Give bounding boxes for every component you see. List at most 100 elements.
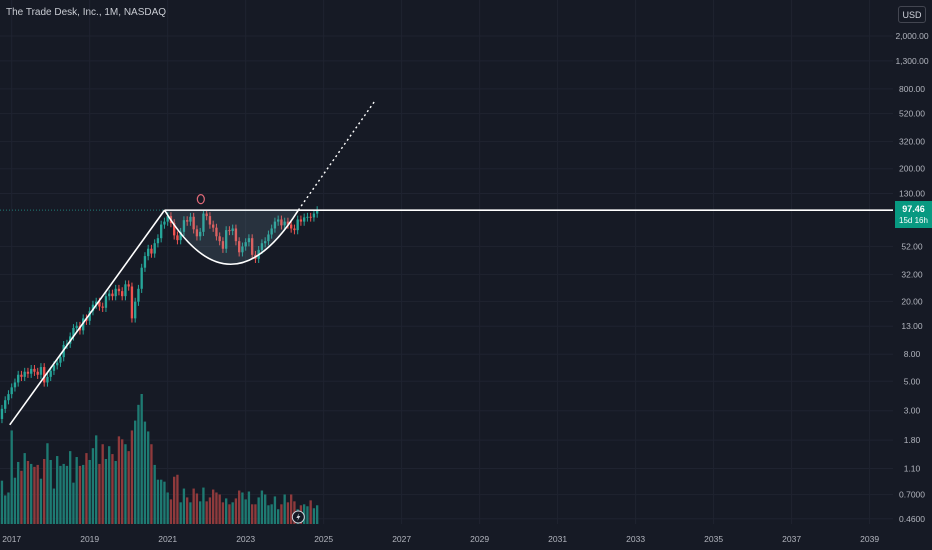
y-tick-label: 3.00 bbox=[904, 406, 921, 416]
volume-bar bbox=[10, 430, 13, 524]
candle-body bbox=[260, 243, 264, 250]
volume-bar bbox=[65, 465, 69, 524]
candle-body bbox=[26, 371, 30, 374]
volume-bar bbox=[36, 464, 39, 524]
volume-bar bbox=[82, 464, 85, 524]
x-tick-label: 2017 bbox=[2, 534, 21, 544]
candle-body bbox=[127, 284, 130, 287]
volume-bar bbox=[234, 498, 238, 524]
candle-body bbox=[182, 220, 186, 232]
y-tick-label: 800.00 bbox=[899, 84, 925, 94]
volume-bar bbox=[137, 404, 140, 524]
volume-bar bbox=[280, 504, 283, 524]
volume-bar bbox=[163, 481, 166, 524]
volume-bar bbox=[179, 502, 182, 524]
volume-bar bbox=[215, 492, 218, 524]
time-axis[interactable]: 2017 2019 2021 2023 2025 2027 2029 2031 2033 2035… bbox=[2, 534, 879, 544]
volume-bar bbox=[62, 463, 65, 524]
y-tick-label: 1,300.00 bbox=[895, 56, 928, 66]
y-tick-label: 8.00 bbox=[904, 349, 921, 359]
candle-body bbox=[202, 213, 205, 232]
y-tick-label: 20.00 bbox=[901, 296, 923, 306]
high-marker bbox=[196, 194, 205, 205]
candle-body bbox=[147, 248, 150, 257]
candle-body bbox=[104, 296, 108, 308]
volume-bar bbox=[143, 421, 147, 524]
candle-body bbox=[163, 221, 166, 225]
volume-bar bbox=[4, 495, 7, 524]
candle-body bbox=[36, 371, 39, 375]
currency-button[interactable]: USD bbox=[898, 6, 926, 23]
candle-body bbox=[289, 224, 293, 229]
volume-bar bbox=[127, 451, 130, 524]
candle-body bbox=[114, 288, 117, 297]
candle-body bbox=[280, 219, 283, 226]
candle-body bbox=[234, 228, 238, 242]
volume-bar bbox=[169, 499, 173, 524]
candle-body bbox=[309, 216, 312, 218]
volume-bar bbox=[46, 443, 49, 524]
volume-bar bbox=[121, 439, 124, 524]
candle-body bbox=[4, 400, 7, 409]
candle-body bbox=[56, 362, 59, 366]
volume-bar bbox=[78, 465, 82, 524]
y-tick-label: 0.4600 bbox=[899, 514, 925, 524]
candle-body bbox=[186, 220, 189, 222]
candle-body bbox=[179, 231, 182, 241]
y-tick-label: 5.00 bbox=[904, 376, 921, 386]
volume-bar bbox=[208, 497, 212, 524]
candle-body bbox=[52, 365, 56, 371]
candle-body bbox=[75, 325, 78, 329]
candle-body bbox=[124, 284, 127, 297]
volume-bar bbox=[134, 420, 137, 524]
x-tick-label: 2019 bbox=[80, 534, 99, 544]
candle-body bbox=[221, 241, 225, 249]
candle-body bbox=[199, 231, 202, 237]
volume-bar bbox=[186, 497, 189, 524]
y-tick-label: 52.00 bbox=[901, 241, 923, 251]
volume-bar bbox=[43, 459, 46, 524]
volume-bar bbox=[117, 436, 121, 524]
candle-body bbox=[10, 387, 13, 395]
volume-bar bbox=[306, 506, 309, 524]
y-tick-label: 320.00 bbox=[899, 137, 925, 147]
volume-bar bbox=[254, 504, 257, 524]
bar-countdown: 15d 16h bbox=[899, 216, 928, 225]
candle-body bbox=[13, 382, 17, 388]
volume-bar bbox=[130, 430, 134, 524]
volume-bar bbox=[238, 490, 241, 524]
candle-body bbox=[140, 267, 143, 289]
candle-body bbox=[98, 301, 101, 307]
candle-body bbox=[23, 371, 26, 377]
price-axis[interactable]: 2,000.00 1,300.00 800.00 520.00 320.00 200.00… bbox=[895, 31, 928, 524]
cup-arc[interactable] bbox=[163, 209, 299, 265]
candle-body bbox=[176, 235, 179, 241]
chart-drawings[interactable] bbox=[0, 101, 893, 524]
last-price-value: 97.46 bbox=[902, 204, 925, 214]
volume-bar bbox=[108, 446, 111, 524]
volume-bar bbox=[124, 444, 127, 524]
trend-line[interactable] bbox=[9, 209, 166, 426]
volume-bar bbox=[289, 494, 293, 524]
candle-body bbox=[46, 376, 49, 383]
volume-bar bbox=[30, 463, 33, 524]
y-tick-label: 2,000.00 bbox=[895, 31, 928, 41]
lightning-bolt-glyph bbox=[296, 513, 301, 521]
volume-bar bbox=[166, 492, 169, 524]
volume-bar bbox=[218, 494, 221, 524]
candle-body bbox=[273, 221, 277, 229]
volume-bar bbox=[59, 465, 62, 524]
volume-bar bbox=[26, 460, 30, 524]
candle-body bbox=[247, 238, 251, 243]
y-tick-label: 130.00 bbox=[899, 189, 925, 199]
volume-bar bbox=[195, 493, 199, 524]
candle-body bbox=[59, 357, 62, 363]
y-tick-label: 0.7000 bbox=[899, 490, 925, 500]
candle-body bbox=[130, 286, 134, 319]
volume-bar bbox=[251, 504, 254, 524]
projection-line[interactable] bbox=[297, 101, 375, 211]
candle-body bbox=[302, 217, 306, 222]
candle-body bbox=[117, 288, 121, 292]
candle-body bbox=[95, 301, 98, 305]
